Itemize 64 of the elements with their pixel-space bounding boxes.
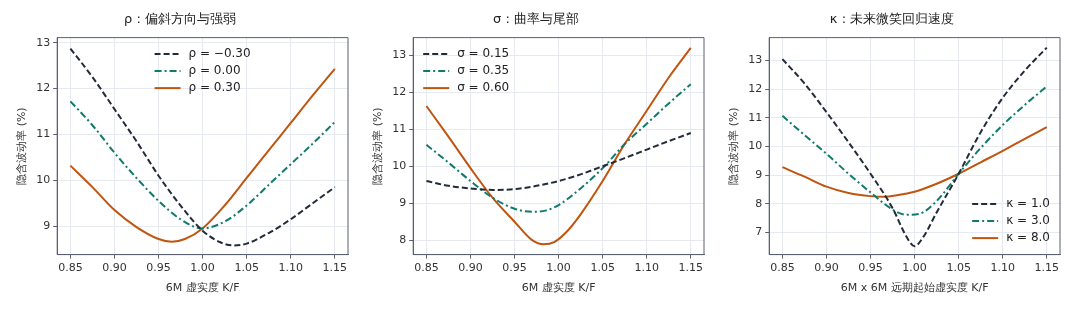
x-tick-label: 1.15 [1034, 261, 1060, 275]
x-tick-label: 0.90 [814, 261, 839, 275]
legend-label: σ = 0.15 [457, 46, 510, 61]
x-axis-title: 6M 虚实度 K/F [521, 281, 596, 295]
x-axis-title: 6M x 6M 远期起始虚实度 K/F [840, 281, 989, 295]
x-tick-label: 0.95 [146, 261, 171, 275]
y-tick-label: 12 [36, 81, 51, 95]
x-tick-label: 1.15 [322, 261, 348, 275]
line-series [69, 100, 336, 230]
line-series [781, 46, 1048, 248]
line-series [425, 83, 692, 213]
legend-label: κ = 8.0 [1006, 230, 1050, 245]
x-tick-label: 0.85 [58, 261, 83, 275]
x-tick-label: 1.15 [678, 261, 704, 275]
y-tick-label: 13 [392, 48, 407, 62]
y-tick-label: 10 [748, 139, 763, 153]
x-tick-label: 0.85 [414, 261, 439, 275]
y-tick-label: 11 [392, 122, 407, 136]
line-series [781, 126, 1048, 198]
y-tick-label: 13 [36, 35, 51, 49]
legend-label: σ = 0.60 [457, 80, 510, 95]
x-tick-label: 0.90 [458, 261, 483, 275]
line-series [425, 131, 692, 191]
legend-label: ρ = 0.30 [188, 80, 241, 95]
x-tick-label: 0.95 [858, 261, 883, 275]
x-tick-label: 1.05 [234, 261, 259, 275]
legend-label: ρ = 0.00 [188, 63, 241, 78]
x-tick-label: 1.10 [634, 261, 659, 275]
chart-title: σ : 曲率与尾部 [493, 11, 579, 27]
x-tick-label: 0.85 [770, 261, 795, 275]
y-axis-title: 隐含波动率 (%) [727, 107, 741, 185]
x-tick-label: 1.05 [946, 261, 971, 275]
y-tick-label: 13 [748, 53, 763, 67]
y-tick-label: 7 [755, 225, 763, 239]
legend-label: κ = 1.0 [1006, 196, 1050, 211]
line-series [425, 46, 692, 246]
x-tick-label: 1.00 [190, 261, 215, 275]
y-axis-title: 隐含波动率 (%) [371, 107, 385, 185]
y-tick-label: 9 [399, 196, 407, 210]
y-tick-label: 9 [755, 168, 763, 182]
y-tick-label: 8 [755, 196, 763, 210]
x-tick-label: 1.00 [546, 261, 571, 275]
legend-label: σ = 0.35 [457, 63, 510, 78]
y-tick-label: 9 [43, 219, 51, 233]
chart-title: κ : 未来微笑回归速度 [829, 11, 955, 27]
line-series [781, 85, 1048, 216]
x-tick-label: 1.00 [902, 261, 927, 275]
legend-label: κ = 3.0 [1006, 213, 1050, 228]
y-axis-title: 隐含波动率 (%) [15, 107, 29, 185]
x-tick-label: 1.05 [590, 261, 615, 275]
legend-label: ρ = −0.30 [188, 46, 251, 61]
x-tick-label: 1.10 [990, 261, 1015, 275]
y-tick-label: 12 [748, 82, 763, 96]
x-axis-title: 6M 虚实度 K/F [165, 281, 240, 295]
y-tick-label: 11 [36, 127, 51, 141]
y-tick-label: 11 [748, 110, 763, 124]
y-tick-label: 10 [392, 159, 407, 173]
chart-title: ρ : 偏斜方向与强弱 [124, 11, 236, 27]
y-tick-label: 8 [399, 233, 407, 247]
y-tick-label: 12 [392, 85, 407, 99]
x-tick-label: 1.10 [278, 261, 303, 275]
x-tick-label: 0.90 [102, 261, 127, 275]
y-tick-label: 10 [36, 173, 51, 187]
x-tick-label: 0.95 [502, 261, 527, 275]
